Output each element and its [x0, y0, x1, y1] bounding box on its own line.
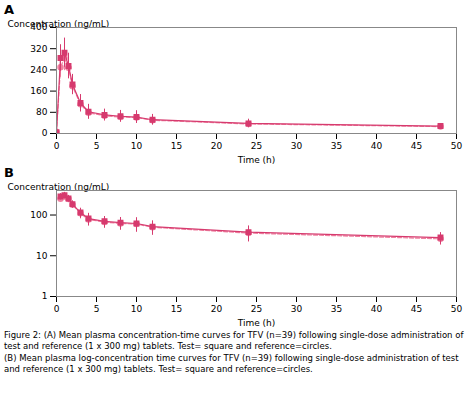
svg-text:Concentration (ng/mL): Concentration (ng/mL) [7, 181, 110, 192]
svg-text:50: 50 [451, 141, 463, 151]
svg-text:25: 25 [251, 141, 262, 151]
svg-text:1: 1 [42, 291, 48, 301]
svg-text:45: 45 [411, 141, 422, 151]
svg-text:10: 10 [131, 304, 143, 314]
svg-text:20: 20 [211, 141, 223, 151]
svg-text:Time (h): Time (h) [237, 155, 276, 165]
svg-text:10: 10 [36, 251, 48, 261]
svg-text:5: 5 [94, 304, 100, 314]
svg-text:30: 30 [291, 141, 303, 151]
html-text:B: B [4, 165, 14, 180]
svg-text:50: 50 [451, 304, 463, 314]
svg-text:Concentration (ng/mL): Concentration (ng/mL) [7, 18, 110, 29]
svg-text:100: 100 [30, 210, 47, 220]
svg-text:35: 35 [331, 141, 342, 151]
svg-text:5: 5 [94, 141, 100, 151]
svg-text:0: 0 [54, 141, 60, 151]
svg-text:15: 15 [171, 141, 182, 151]
svg-text:0: 0 [54, 304, 60, 314]
svg-text:320: 320 [30, 44, 47, 54]
svg-text:45: 45 [411, 304, 422, 314]
html-text:Figure 2: (A) Mean plasma conc: Figure 2: (A) Mean plasma concentration-… [4, 330, 464, 351]
html-text:A: A [4, 2, 15, 17]
svg-text:40: 40 [371, 141, 383, 151]
svg-text:25: 25 [251, 304, 262, 314]
svg-text:80: 80 [36, 107, 48, 117]
svg-text:30: 30 [291, 304, 303, 314]
svg-text:35: 35 [331, 304, 342, 314]
svg-text:10: 10 [131, 141, 143, 151]
svg-text:160: 160 [30, 86, 47, 96]
svg-text:15: 15 [171, 304, 182, 314]
svg-text:240: 240 [30, 65, 47, 75]
svg-text:40: 40 [371, 304, 383, 314]
html-text:(B) Mean plasma log-concentrat: (B) Mean plasma log-concentration time c… [4, 353, 459, 374]
svg-text:0: 0 [42, 128, 48, 138]
svg-text:Time (h): Time (h) [237, 318, 276, 328]
svg-text:20: 20 [211, 304, 223, 314]
